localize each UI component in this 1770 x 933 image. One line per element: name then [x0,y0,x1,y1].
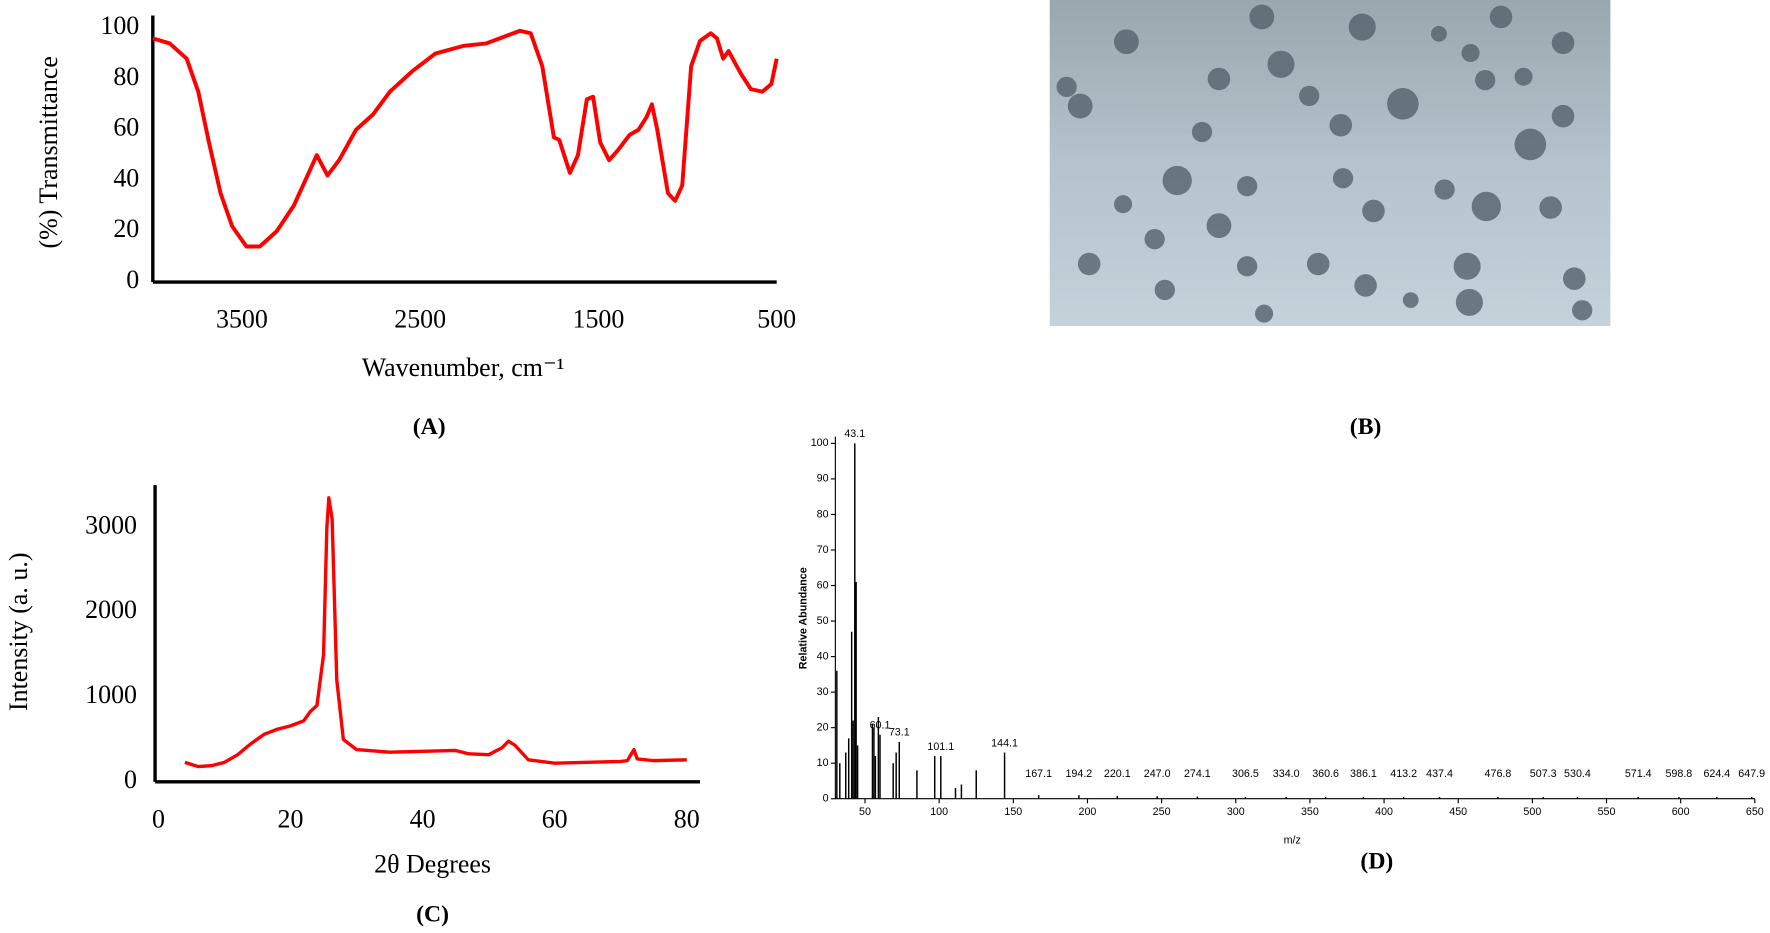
x-tick-label: 200 [1079,806,1097,818]
x-tick-label: 1500 [573,304,625,333]
chart-panel: 0 1000 2000 3000 0 20 40 60 80 Intensity (a. u.) 2… [4,485,700,928]
y-tick-label: 90 [817,473,829,485]
x-tick-label: 40 [410,804,436,833]
peak-label: 247.0 [1144,768,1171,780]
panel-label: (B) [1350,414,1382,440]
peak-label: 598.8 [1665,768,1692,780]
y-tick-label: 50 [817,615,829,627]
peak-label: 274.1 [1184,768,1211,780]
y-tick-label: 2000 [85,595,137,624]
peak-label: 624.4 [1703,768,1730,780]
x-tick-label: 600 [1672,806,1690,818]
x-tick-label: 650 [1746,806,1764,818]
x-tick-label: 50 [859,806,871,818]
x-tick-label: 500 [757,304,796,333]
panel-label: (D) [1360,848,1393,874]
x-tick-label: 500 [1523,806,1541,818]
peak-label: 306.5 [1232,768,1259,780]
x-tick-label: 3500 [216,304,268,333]
peak-label: 386.1 [1350,768,1377,780]
peak-label: 571.4 [1625,768,1652,780]
y-axis-label: (%) Transmittance [34,56,63,248]
peak-label: 101.1 [927,741,954,753]
y-tick-label: 70 [817,544,829,556]
peak-label: 530.4 [1564,768,1591,780]
x-tick-label: 80 [674,804,700,833]
peak-label: 360.6 [1312,768,1339,780]
y-tick-label: 0 [124,765,137,794]
y-axis-label: Intensity (a. u.) [4,553,33,711]
y-tick-label: 3000 [85,510,137,539]
peak-label: 507.3 [1530,768,1557,780]
y-tick-label: 60 [113,113,139,142]
peak-label: 476.8 [1485,768,1512,780]
chart-panel: 0 10 20 30 40 50 60 70 80 90 100 50 100 150 200 250 300 3… [798,428,1766,874]
y-tick-label: 40 [817,650,829,662]
peak-label: 73.1 [889,727,910,739]
x-tick-label: 60 [542,804,568,833]
y-tick-label: 60 [817,579,829,591]
y-tick-label: 0 [823,793,829,805]
y-tick-label: 20 [817,722,829,734]
peak-label: 60.1 [870,720,891,732]
x-tick-label: 20 [278,804,304,833]
y-tick-label: 10 [817,757,829,769]
peak-label: 220.1 [1104,768,1131,780]
chart-panel: 0 20 40 60 80 100 3500 2500 1500 500 (%) Transmitt… [34,11,796,440]
peak-label: 144.1 [991,737,1018,749]
peak-label: 194.2 [1065,768,1092,780]
x-tick-label: 400 [1375,806,1393,818]
panel-label: (A) [413,414,446,440]
y-tick-label: 40 [113,163,139,192]
panel-label: (C) [416,902,449,928]
x-tick-label: 2500 [394,304,446,333]
peak-label: 167.1 [1025,768,1052,780]
y-tick-label: 100 [811,437,829,449]
y-tick-label: 80 [113,62,139,91]
peak-label: 334.0 [1273,768,1300,780]
peak-label: 647.9 [1738,768,1765,780]
x-tick-label: 0 [152,804,165,833]
y-tick-label: 100 [100,11,139,40]
x-tick-label: 550 [1598,806,1616,818]
data-line [184,496,687,769]
x-tick-label: 300 [1227,806,1245,818]
x-tick-label: 150 [1004,806,1022,818]
y-tick-label: 80 [817,508,829,520]
micrograph [1049,0,1611,327]
x-axis-label: Wavenumber, cm⁻¹ [362,353,565,382]
peak-label: 413.2 [1390,768,1417,780]
peak-label: 437.4 [1426,768,1453,780]
y-axis-label: Relative Abundance [798,567,810,669]
y-tick-label: 0 [126,265,139,294]
x-axis-label: m/z [1284,834,1301,846]
y-tick-label: 1000 [85,680,137,709]
x-tick-label: 100 [930,806,948,818]
x-tick-label: 250 [1153,806,1171,818]
data-line [152,28,779,249]
x-tick-label: 350 [1301,806,1319,818]
x-tick-label: 450 [1449,806,1467,818]
y-tick-label: 30 [817,686,829,698]
peak-label: 43.1 [844,428,865,440]
x-axis-label: 2θ Degrees [374,849,491,878]
y-tick-label: 20 [113,214,139,243]
